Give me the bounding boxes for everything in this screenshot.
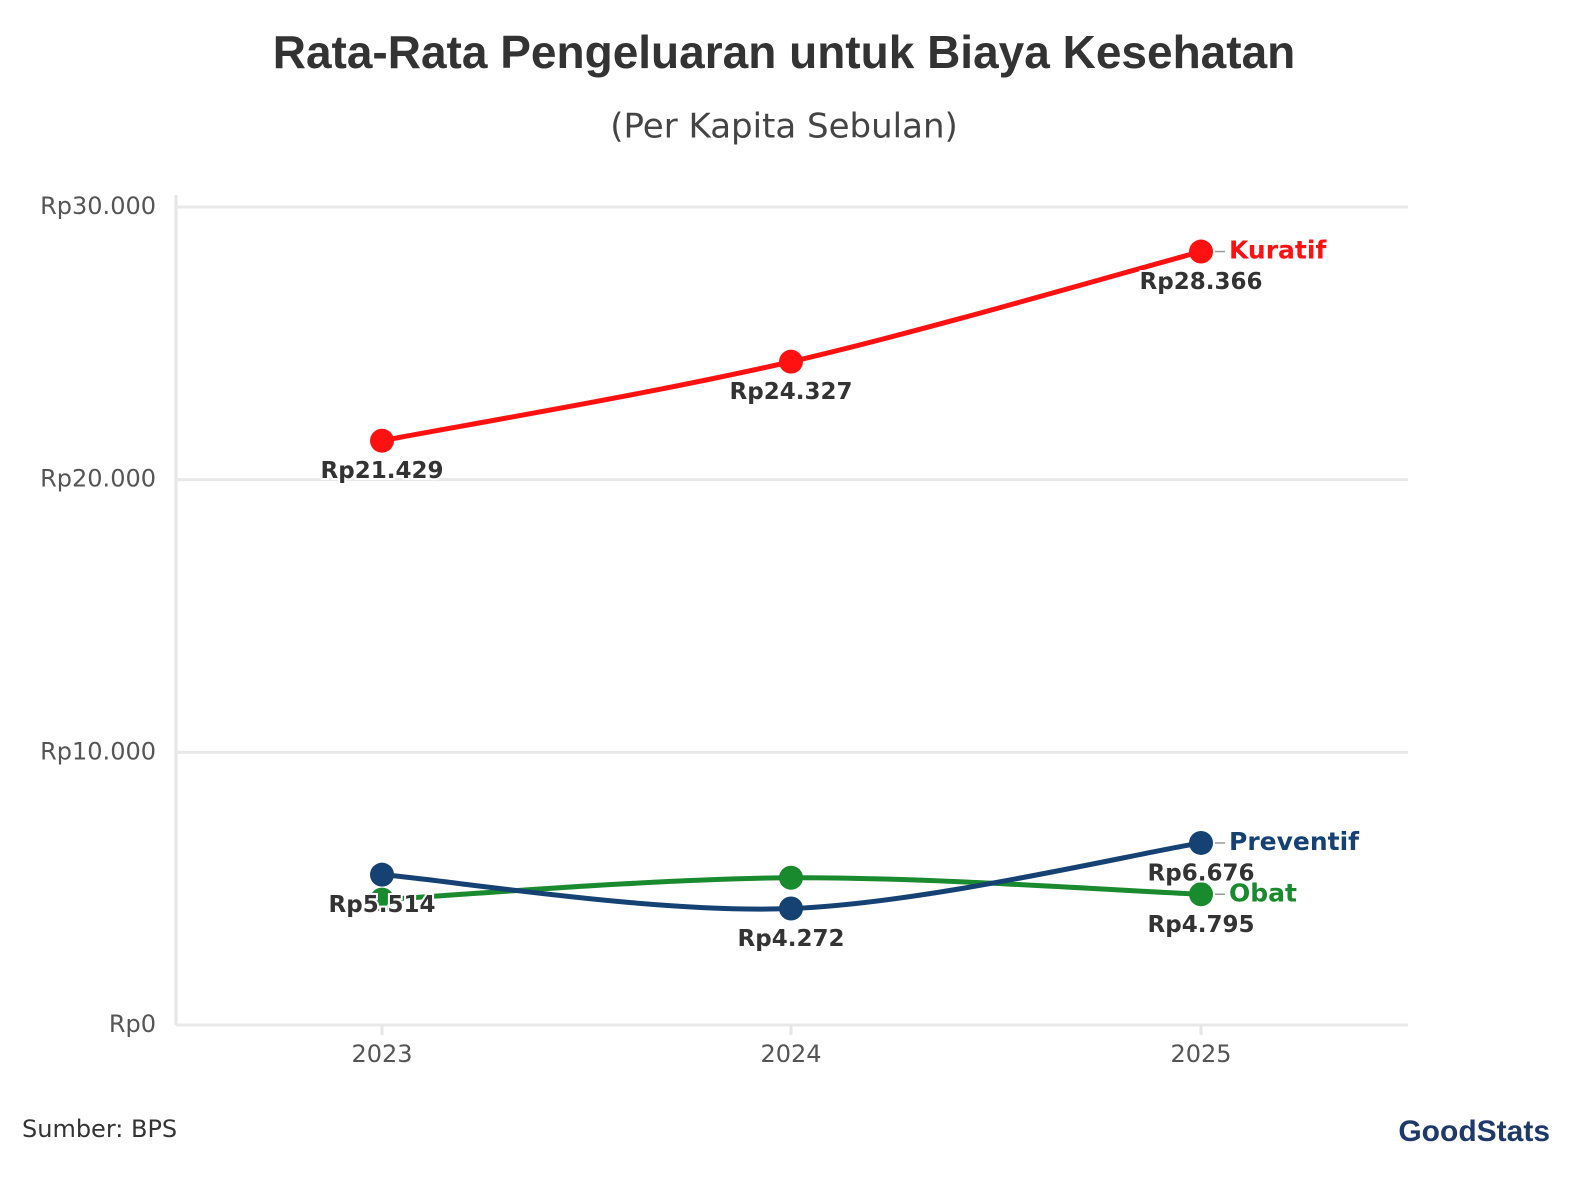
point <box>1189 830 1213 855</box>
value-label: Rp5.514 <box>329 892 436 918</box>
series-name: Obat <box>1229 878 1297 907</box>
value-label: Rp24.327 <box>730 379 853 405</box>
series-name: Preventif <box>1229 827 1360 856</box>
value-label: Rp21.429 <box>321 458 444 484</box>
point <box>779 349 803 374</box>
value-label: Rp6.676 <box>1148 860 1255 886</box>
logo: GoodStats <box>1398 1115 1550 1148</box>
y-tick-label: Rp0 <box>109 1010 156 1038</box>
point <box>370 862 394 887</box>
series-line <box>381 249 1202 444</box>
point <box>1189 239 1213 264</box>
y-tick-label: Rp20.000 <box>40 465 156 493</box>
source: Sumber: BPS <box>22 1115 177 1143</box>
point <box>1189 882 1213 907</box>
chart-subtitle: (Per Kapita Sebulan) <box>610 107 958 147</box>
series-name: Kuratif <box>1229 236 1327 265</box>
x-tick-label: 2025 <box>1170 1040 1231 1068</box>
value-label: Rp4.795 <box>1148 912 1255 938</box>
x-tick-label: 2024 <box>760 1040 821 1068</box>
point <box>779 865 803 890</box>
x-tick-label: 2023 <box>351 1040 412 1068</box>
point <box>370 887 394 912</box>
point <box>779 896 803 921</box>
chart-title: Rata-Rata Pengeluaran untuk Biaya Keseha… <box>273 26 1296 78</box>
value-label: Rp4.272 <box>738 926 845 952</box>
y-tick-label: Rp10.000 <box>40 737 156 765</box>
point <box>370 428 394 453</box>
y-tick-label: Rp30.000 <box>40 192 156 220</box>
value-label: Rp28.366 <box>1140 269 1263 295</box>
